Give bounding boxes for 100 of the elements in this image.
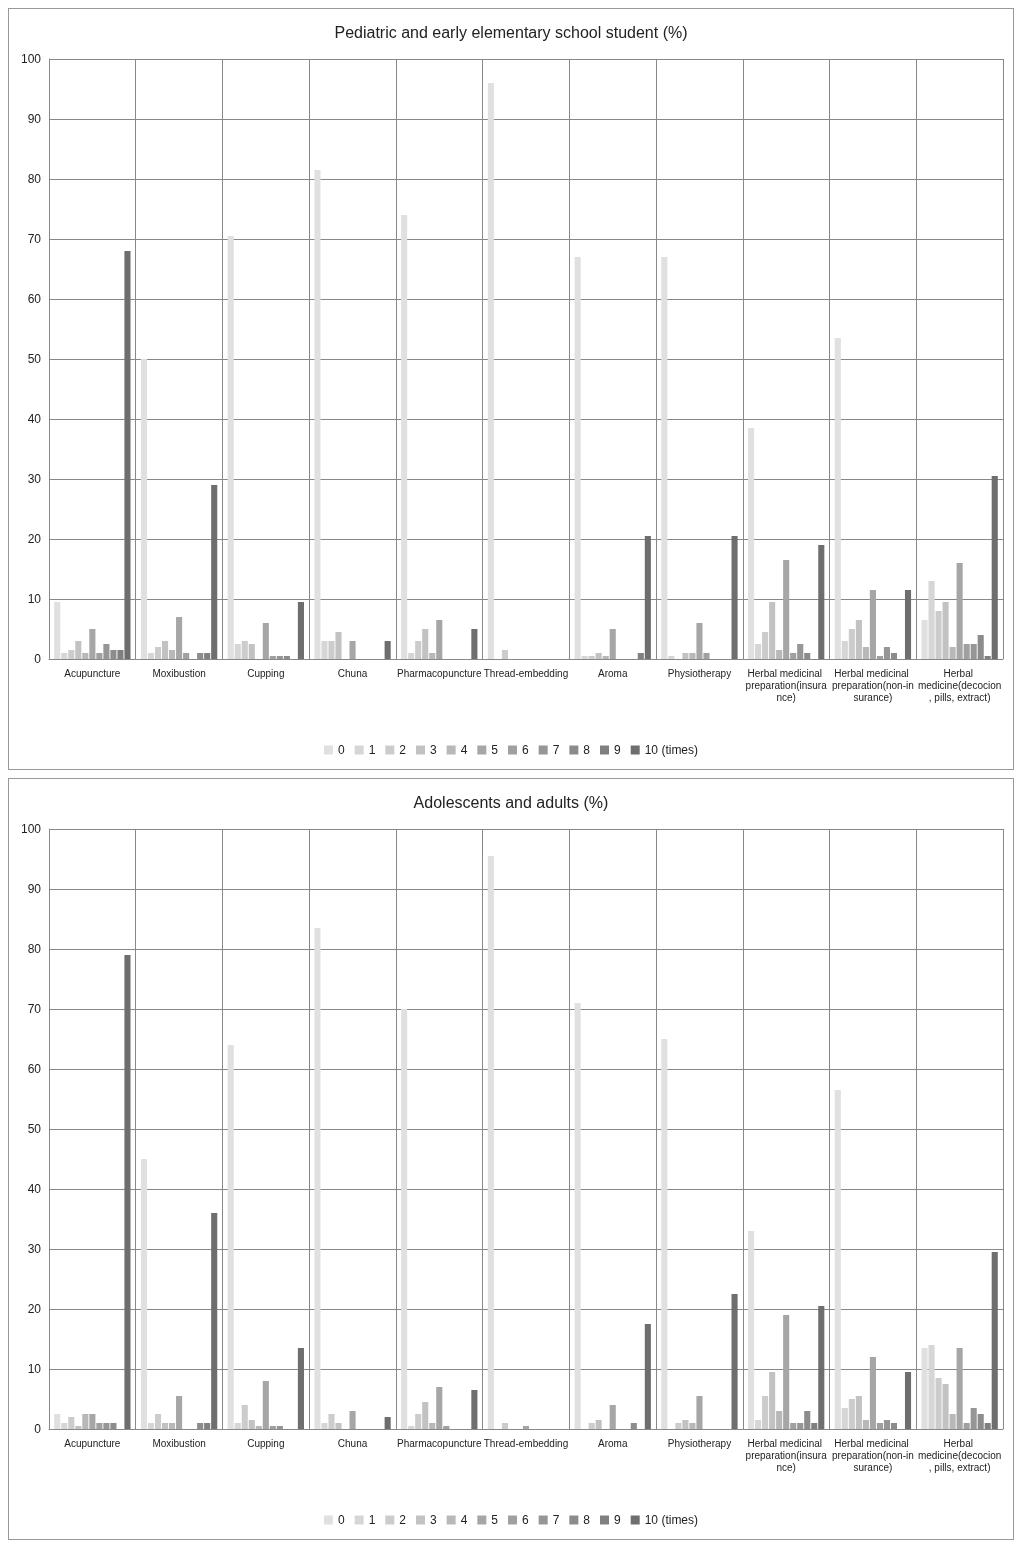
y-tick-label: 10	[27, 592, 42, 606]
bar	[609, 1405, 616, 1429]
bar	[211, 1213, 218, 1429]
bar	[661, 1039, 668, 1429]
bar	[124, 955, 131, 1429]
x-tick-label: Chuna	[337, 1437, 368, 1449]
legend-label: 2	[399, 1513, 407, 1527]
y-tick-label: 0	[34, 1422, 42, 1436]
x-tick-label: Acupuncture	[64, 1437, 121, 1449]
legend-label: 9	[614, 743, 622, 757]
bar	[609, 629, 616, 659]
y-tick-label: 10	[27, 1362, 42, 1376]
x-tick-label: Herbal medicine(decocion, pills, extract)	[917, 667, 1002, 703]
legend-label: 9	[614, 1513, 622, 1527]
legend-label: 10 (times)	[644, 1513, 699, 1527]
bar	[349, 1411, 356, 1429]
y-tick-label: 50	[27, 1122, 42, 1136]
bar	[731, 536, 738, 659]
y-tick-label: 30	[27, 1242, 42, 1256]
bar	[471, 1390, 478, 1429]
y-tick-label: 60	[27, 1062, 42, 1076]
bar	[991, 1252, 998, 1429]
y-tick-label: 90	[27, 112, 42, 126]
x-tick-label: Cupping	[247, 1437, 285, 1449]
bar	[124, 251, 131, 659]
bar	[818, 1306, 825, 1429]
chart-title: Adolescents and adults (%)	[413, 793, 609, 811]
legend-label: 6	[522, 1513, 529, 1527]
y-tick-label: 90	[27, 882, 42, 896]
legend-label: 1	[368, 1513, 376, 1527]
legend-label: 10 (times)	[644, 743, 699, 757]
bar	[211, 485, 218, 659]
bar	[501, 650, 508, 659]
x-tick-label: Thread-embedding	[483, 1437, 569, 1449]
legend-label: 0	[337, 1513, 345, 1527]
bar	[297, 602, 304, 659]
bar	[471, 629, 478, 659]
x-tick-label: Aroma	[598, 1437, 628, 1449]
x-tick-label: Herbal medicinal preparation(non-insurance)	[832, 667, 914, 703]
legend-label: 4	[460, 743, 468, 757]
x-tick-label: Chuna	[337, 667, 368, 679]
bar	[384, 1417, 391, 1429]
y-tick-label: 30	[27, 472, 42, 486]
legend-label: 4	[460, 1513, 468, 1527]
bar	[991, 476, 998, 659]
legend-label: 3	[429, 743, 437, 757]
legend-label: 8	[583, 1513, 591, 1527]
bar	[176, 1396, 183, 1429]
y-tick-label: 60	[27, 292, 42, 306]
y-tick-label: 0	[34, 652, 42, 666]
x-tick-label: Aroma	[598, 667, 628, 679]
bar	[904, 590, 912, 659]
bar	[818, 545, 825, 659]
bar	[731, 1294, 738, 1429]
y-tick-label: 50	[27, 352, 42, 366]
x-tick-label: Moxibustion	[152, 667, 206, 679]
legend-label: 7	[552, 743, 560, 757]
x-tick-label: Herbal medicine(decocion, pills, extract)	[917, 1437, 1002, 1473]
legend-label: 3	[429, 1513, 437, 1527]
bar	[349, 641, 356, 659]
legend-label: 5	[491, 743, 499, 757]
y-tick-label: 70	[27, 1002, 42, 1016]
bar	[436, 620, 443, 659]
bar	[644, 536, 651, 659]
chart-title: Pediatric and early elementary school student (%)	[334, 23, 688, 41]
x-tick-label: Herbal medicinal preparation(insurance)	[745, 667, 828, 703]
x-tick-label: Herbal medicinal preparation(non-insurance)	[832, 1437, 914, 1473]
y-tick-label: 20	[27, 532, 42, 546]
bar	[487, 83, 494, 659]
x-tick-label: Herbal medicinal preparation(insurance)	[745, 1437, 828, 1473]
legend-label: 8	[583, 743, 591, 757]
y-tick-label: 70	[27, 232, 42, 246]
bar	[487, 856, 494, 1429]
bar	[501, 1423, 508, 1429]
x-tick-label: Moxibustion	[152, 1437, 206, 1449]
legend-label: 1	[368, 743, 376, 757]
y-tick-label: 100	[20, 52, 42, 66]
y-tick-label: 40	[27, 412, 42, 426]
legend-label: 2	[399, 743, 407, 757]
x-tick-label: Pharmacopuncture	[397, 667, 482, 679]
legend-label: 5	[491, 1513, 499, 1527]
bar	[297, 1348, 304, 1429]
bar	[644, 1324, 651, 1429]
y-tick-label: 100	[20, 822, 42, 836]
bar	[522, 1426, 530, 1429]
bar	[384, 641, 391, 659]
x-tick-label: Acupuncture	[64, 667, 121, 679]
legend-label: 7	[552, 1513, 560, 1527]
legend-label: 0	[337, 743, 345, 757]
y-tick-label: 80	[27, 172, 42, 186]
y-tick-label: 40	[27, 1182, 42, 1196]
bar	[904, 1372, 912, 1429]
bar	[696, 1396, 703, 1429]
x-tick-label: Cupping	[247, 667, 285, 679]
y-tick-label: 20	[27, 1302, 42, 1316]
x-tick-label: Thread-embedding	[483, 667, 569, 679]
legend-label: 6	[522, 743, 529, 757]
x-tick-label: Pharmacopuncture	[397, 1437, 482, 1449]
bar	[574, 1003, 581, 1429]
y-tick-label: 80	[27, 942, 42, 956]
